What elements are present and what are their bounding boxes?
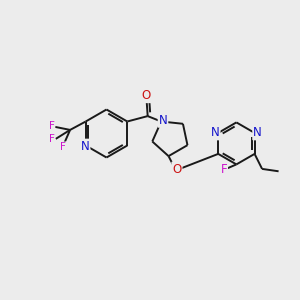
Text: N: N bbox=[211, 126, 220, 140]
Text: F: F bbox=[60, 142, 66, 152]
Text: F: F bbox=[49, 134, 55, 145]
Text: O: O bbox=[142, 89, 151, 102]
Text: O: O bbox=[172, 163, 182, 176]
Text: N: N bbox=[253, 126, 262, 140]
Text: F: F bbox=[220, 163, 227, 176]
Text: N: N bbox=[81, 140, 89, 153]
Text: N: N bbox=[159, 114, 167, 127]
Text: F: F bbox=[49, 121, 55, 131]
